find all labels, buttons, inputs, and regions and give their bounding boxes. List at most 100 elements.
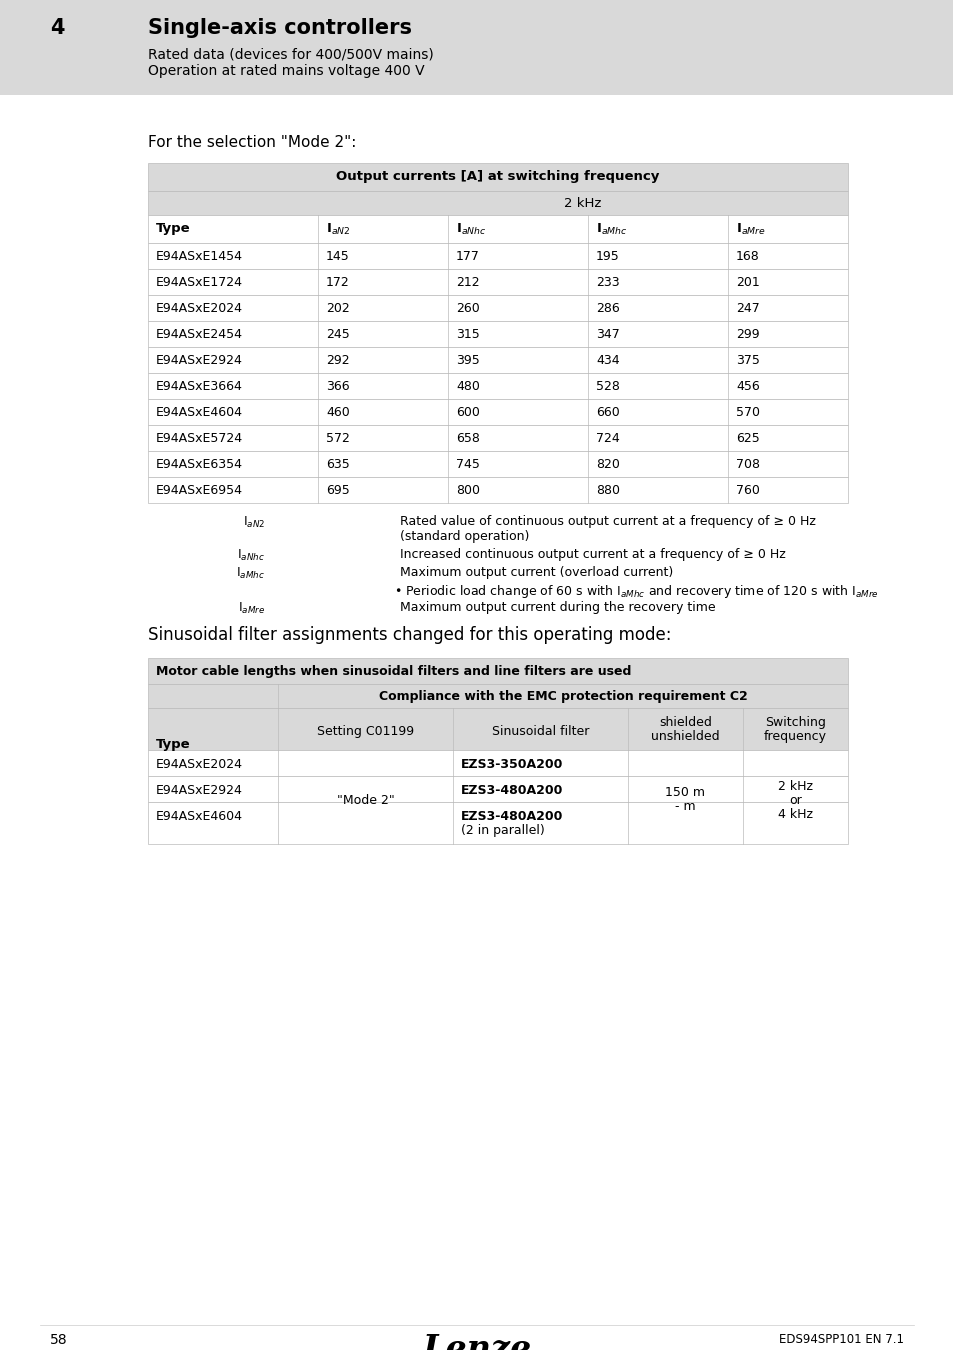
Text: Switching: Switching — [764, 716, 825, 729]
Text: 145: 145 — [326, 250, 350, 263]
Text: Increased continuous output current at a frequency of ≥ 0 Hz: Increased continuous output current at a… — [399, 548, 785, 562]
Bar — [148, 347, 847, 373]
Text: 233: 233 — [596, 275, 619, 289]
Text: 460: 460 — [326, 406, 350, 418]
Text: E94ASxE4604: E94ASxE4604 — [156, 406, 243, 418]
Text: 260: 260 — [456, 302, 479, 315]
Text: 168: 168 — [735, 250, 759, 263]
Bar — [148, 707, 847, 751]
Text: 315: 315 — [456, 328, 479, 342]
Text: Sinusoidal filter: Sinusoidal filter — [492, 725, 589, 738]
Bar — [148, 215, 847, 243]
Text: 4 kHz: 4 kHz — [778, 809, 812, 822]
Text: Rated value of continuous output current at a frequency of ≥ 0 Hz: Rated value of continuous output current… — [399, 514, 815, 528]
Text: 456: 456 — [735, 379, 759, 393]
Text: E94ASxE2024: E94ASxE2024 — [156, 757, 243, 771]
Text: 625: 625 — [735, 432, 759, 446]
Text: 2 kHz: 2 kHz — [778, 780, 812, 794]
Text: I$_{aN2}$: I$_{aN2}$ — [242, 514, 265, 531]
Text: I$_{aMhc}$: I$_{aMhc}$ — [235, 566, 265, 580]
Text: Compliance with the EMC protection requirement C2: Compliance with the EMC protection requi… — [378, 690, 746, 703]
Bar — [148, 190, 847, 215]
Text: E94ASxE5724: E94ASxE5724 — [156, 432, 243, 446]
Text: 292: 292 — [326, 354, 349, 367]
Text: Sinusoidal filter assignments changed for this operating mode:: Sinusoidal filter assignments changed fo… — [148, 626, 671, 644]
Bar — [148, 477, 847, 504]
Text: (2 in parallel): (2 in parallel) — [460, 824, 544, 837]
Bar — [148, 802, 847, 844]
Text: Setting C01199: Setting C01199 — [316, 725, 414, 738]
Text: 600: 600 — [456, 406, 479, 418]
Text: EZS3-480A200: EZS3-480A200 — [460, 784, 563, 796]
Text: 745: 745 — [456, 458, 479, 471]
Text: 58: 58 — [50, 1332, 68, 1347]
Bar — [148, 684, 847, 707]
Bar — [148, 751, 847, 776]
Text: 660: 660 — [596, 406, 619, 418]
Text: Lenze: Lenze — [422, 1332, 531, 1350]
Text: 395: 395 — [456, 354, 479, 367]
Bar — [148, 373, 847, 400]
Text: 286: 286 — [596, 302, 619, 315]
Text: 4: 4 — [50, 18, 65, 38]
Text: 347: 347 — [596, 328, 619, 342]
Bar — [148, 321, 847, 347]
Bar — [148, 296, 847, 321]
Text: 299: 299 — [735, 328, 759, 342]
Text: Operation at rated mains voltage 400 V: Operation at rated mains voltage 400 V — [148, 63, 424, 78]
Text: 570: 570 — [735, 406, 760, 418]
Text: EZS3-350A200: EZS3-350A200 — [460, 757, 563, 771]
Text: "Mode 2": "Mode 2" — [336, 794, 394, 806]
Text: 480: 480 — [456, 379, 479, 393]
Text: E94ASxE1724: E94ASxE1724 — [156, 275, 243, 289]
Text: 695: 695 — [326, 485, 350, 497]
Text: frequency: frequency — [763, 730, 826, 742]
Text: E94ASxE4604: E94ASxE4604 — [156, 810, 243, 824]
Bar — [0, 0, 953, 95]
Text: E94ASxE2924: E94ASxE2924 — [156, 354, 243, 367]
Text: 760: 760 — [735, 485, 760, 497]
Text: E94ASxE3664: E94ASxE3664 — [156, 379, 243, 393]
Text: EZS3-480A200: EZS3-480A200 — [460, 810, 563, 824]
Text: 708: 708 — [735, 458, 760, 471]
Text: Type: Type — [156, 738, 191, 751]
Bar — [148, 451, 847, 477]
Text: 245: 245 — [326, 328, 350, 342]
Text: I$_{aNhc}$: I$_{aNhc}$ — [236, 548, 265, 563]
Text: unshielded: unshielded — [651, 730, 720, 742]
Text: 202: 202 — [326, 302, 350, 315]
Text: Maximum output current (overload current): Maximum output current (overload current… — [399, 566, 673, 579]
Text: 212: 212 — [456, 275, 479, 289]
Text: 375: 375 — [735, 354, 760, 367]
Text: 172: 172 — [326, 275, 350, 289]
Text: 2 kHz: 2 kHz — [564, 197, 601, 211]
Text: 528: 528 — [596, 379, 619, 393]
Bar — [148, 425, 847, 451]
Text: 150 m: 150 m — [665, 786, 705, 798]
Text: Output currents [A] at switching frequency: Output currents [A] at switching frequen… — [336, 170, 659, 184]
Text: or: or — [788, 795, 801, 807]
Text: Maximum output current during the recovery time: Maximum output current during the recove… — [399, 601, 715, 614]
Text: 635: 635 — [326, 458, 350, 471]
Text: I$_{aNhc}$: I$_{aNhc}$ — [456, 221, 486, 238]
Text: - m: - m — [675, 799, 695, 813]
Text: Type: Type — [156, 221, 191, 235]
Text: shielded: shielded — [659, 716, 711, 729]
Text: 658: 658 — [456, 432, 479, 446]
Text: I$_{aMre}$: I$_{aMre}$ — [735, 221, 765, 238]
Text: E94ASxE1454: E94ASxE1454 — [156, 250, 243, 263]
Text: I$_{aN2}$: I$_{aN2}$ — [326, 221, 350, 238]
Text: I$_{aMre}$: I$_{aMre}$ — [237, 601, 265, 616]
Text: E94ASxE6354: E94ASxE6354 — [156, 458, 243, 471]
Text: Single-axis controllers: Single-axis controllers — [148, 18, 412, 38]
Text: For the selection "Mode 2":: For the selection "Mode 2": — [148, 135, 356, 150]
Text: 572: 572 — [326, 432, 350, 446]
Bar — [148, 269, 847, 296]
Text: (standard operation): (standard operation) — [399, 531, 529, 543]
Text: 724: 724 — [596, 432, 619, 446]
Text: 800: 800 — [456, 485, 479, 497]
Text: Rated data (devices for 400/500V mains): Rated data (devices for 400/500V mains) — [148, 47, 434, 61]
Text: 434: 434 — [596, 354, 619, 367]
Bar — [148, 657, 847, 684]
Text: E94ASxE6954: E94ASxE6954 — [156, 485, 243, 497]
